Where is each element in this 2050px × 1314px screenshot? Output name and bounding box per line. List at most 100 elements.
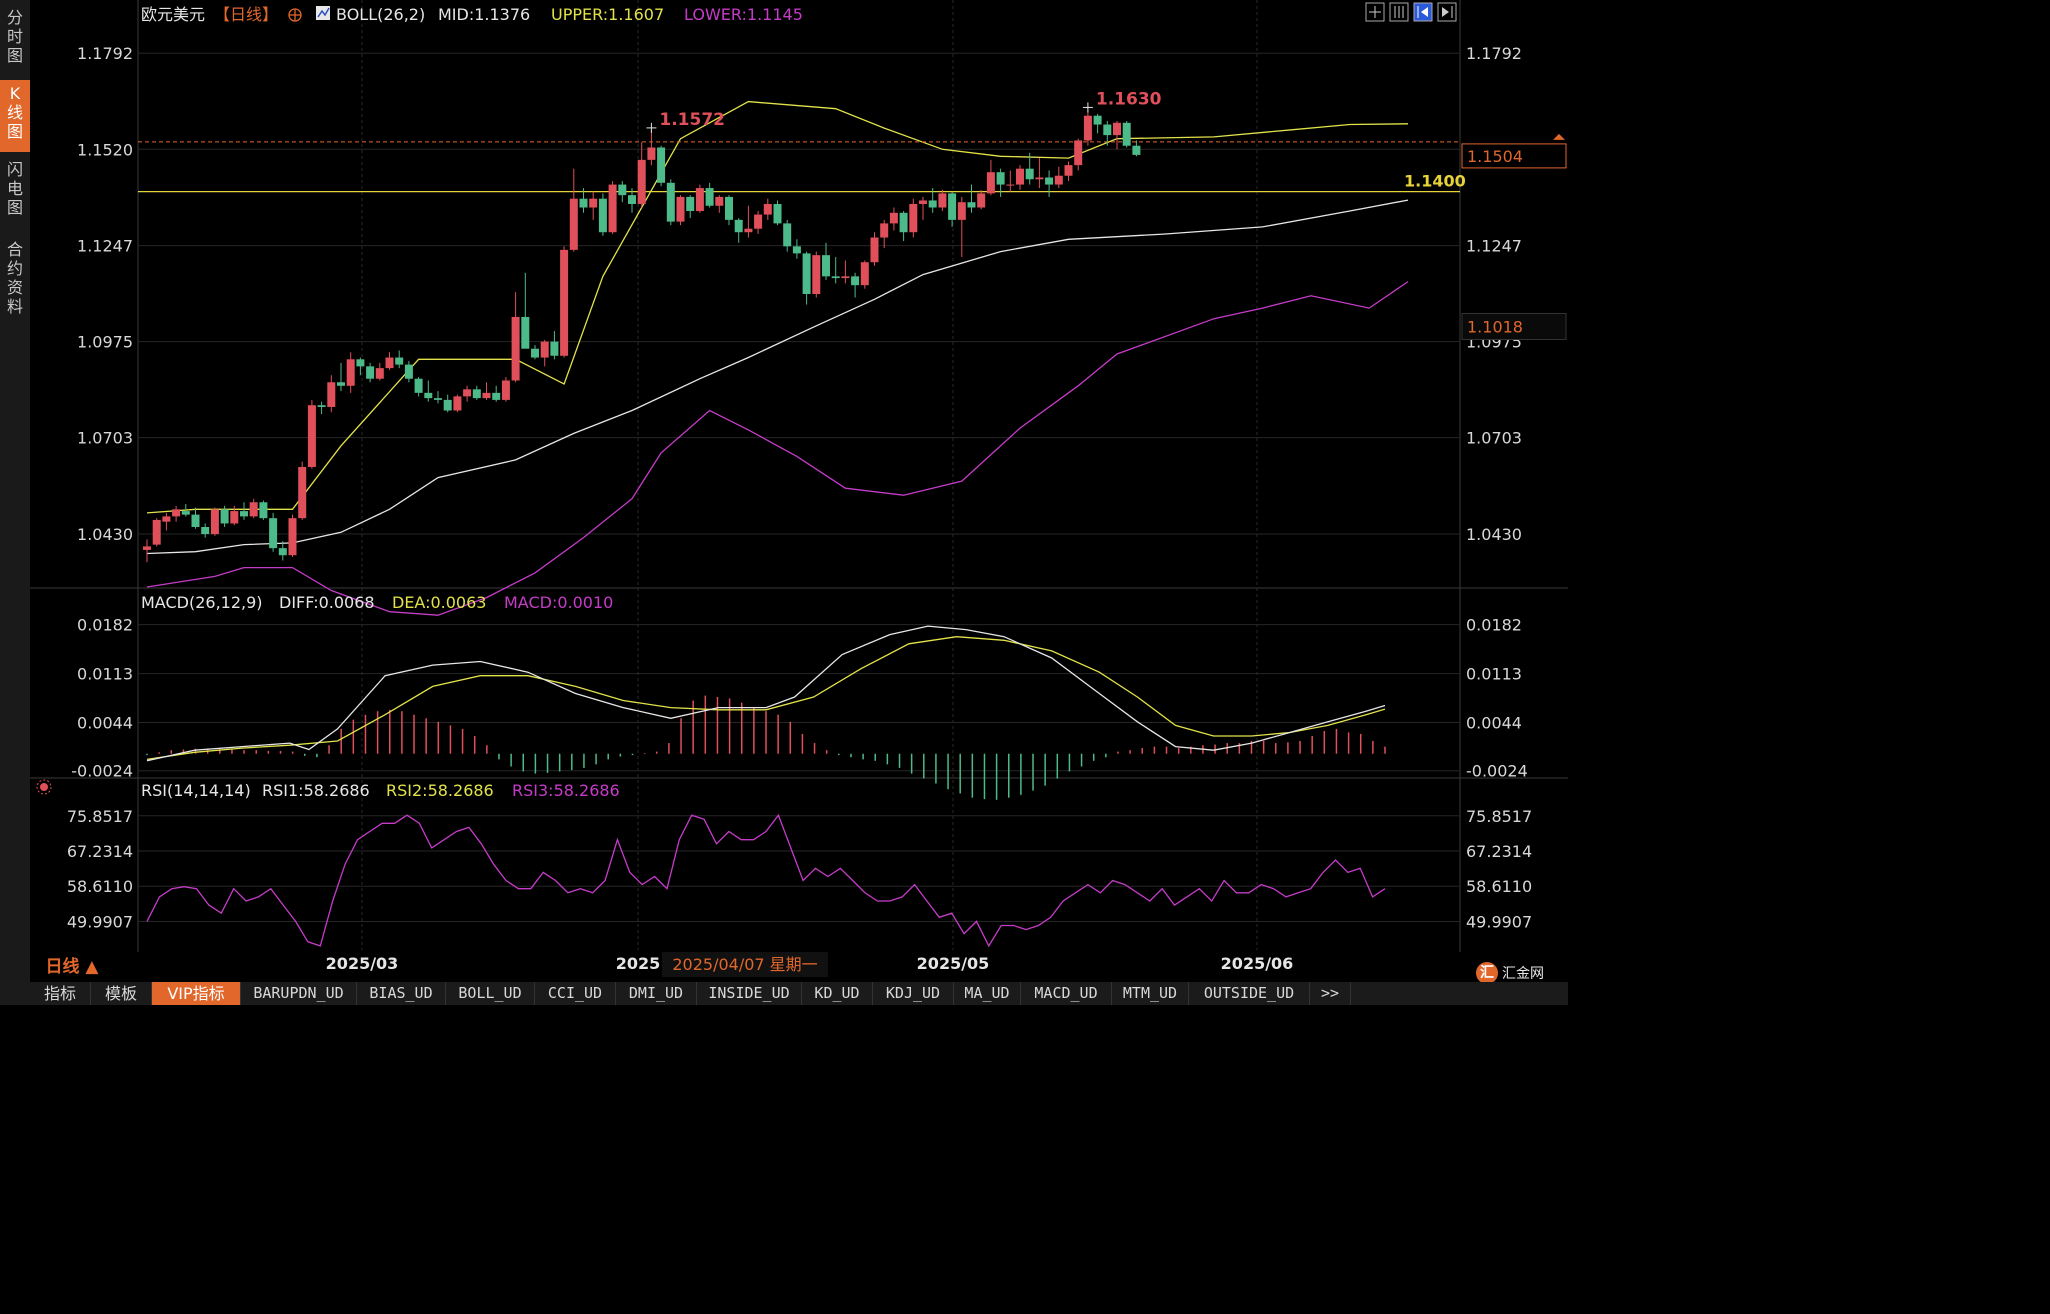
candle-body [463,389,472,397]
crosshair-price-box [1461,312,1567,340]
candle [822,242,830,280]
candle [1113,121,1121,150]
candle [143,539,151,563]
sidebar-item-flash[interactable]: 闪 电 图 [0,160,30,217]
macd-axis-tick-left: 0.0113 [77,665,133,684]
tab-outside-ud[interactable]: OUTSIDE_UD [1189,982,1310,1005]
tab-macd-ud[interactable]: MACD_UD [1021,982,1112,1005]
settings-icon[interactable] [288,8,302,22]
candle-body [162,516,171,522]
candle-body [744,228,753,233]
candle [511,292,520,383]
boll-lower-line [146,281,1409,616]
candle [482,382,491,400]
rsi2-value: RSI2:58.2686 [386,781,494,800]
candle-body [1035,177,1044,180]
candle-body [230,511,239,524]
candle-body [356,359,365,367]
tab-more-button[interactable]: >> [1310,982,1351,1005]
candle [802,251,811,305]
candle [356,357,365,376]
boll-mid-line [146,199,1409,555]
candle-body [598,198,607,233]
rsi-sun-icon[interactable] [36,779,52,795]
tab-inside-ud[interactable]: INSIDE_UD [697,982,802,1005]
tab-barupdn-ud[interactable]: BARUPDN_UD [241,982,357,1005]
candle [298,461,307,520]
period-tag[interactable]: 【日线】 [214,5,278,24]
tab-templates[interactable]: 模板 [91,982,152,1005]
tab-vip-indicators[interactable]: VIP指标 [152,982,241,1005]
candle-body [996,172,1005,185]
candle-body [307,405,316,467]
tab-kd-ud[interactable]: KD_UD [802,982,873,1005]
candle [1016,165,1024,190]
macd-label: MACD(26,12,9) [141,593,263,612]
grid-layer [138,0,1460,950]
scroll-to-end-icon[interactable] [1437,2,1457,22]
candle [1045,170,1054,197]
tab-mtm-ud[interactable]: MTM_UD [1112,982,1189,1005]
candle-body [181,511,190,515]
candle [278,541,287,561]
candle [249,498,258,519]
candle [763,198,772,220]
candle [327,375,336,413]
candle [579,188,588,213]
support-level-label: 1.1400 [1404,172,1466,191]
candle-body [1025,168,1034,180]
candle-body [443,399,452,411]
price-axis-tick-left: 1.1520 [77,140,133,159]
candle [899,211,908,242]
rsi-axis-tick-left: 58.6110 [67,877,133,896]
candle-body [191,514,200,527]
price-axis-tick-left: 1.0703 [77,429,133,448]
candle-body [317,405,326,407]
sidebar-item-kline[interactable]: K 线 图 [0,80,30,152]
candle-body [695,188,704,212]
candle-body [666,182,675,222]
chart-canvas[interactable]: 1.1400 1.1572 1.1630 1.1792 1.1792 1.1520 1.1… [0,0,1568,1005]
tab-bias-ud[interactable]: BIAS_UD [357,982,446,1005]
boll-indicator-icon[interactable] [316,6,330,20]
tab-boll-ud[interactable]: BOLL_UD [446,982,535,1005]
tab-ma-ud[interactable]: MA_UD [954,982,1021,1005]
candle-body [1016,168,1024,185]
candle-body [783,223,792,247]
candle-body [453,396,462,411]
date-label-may: 2025/05 [917,954,990,973]
chart-type-toolbar-icon[interactable] [1389,2,1409,22]
candle-body [948,193,957,220]
scroll-to-start-icon[interactable] [1413,2,1433,22]
candle-body [812,255,821,294]
price-axis-tick-right: 1.1247 [1466,237,1522,256]
tab-indicators[interactable]: 指标 [30,982,91,1005]
candle-body [1093,115,1102,125]
candle-body [1113,122,1121,136]
sidebar-item-label: K 线 图 [6,84,23,141]
candle [414,376,423,397]
sidebar-item-timeshare[interactable]: 分 时 图 [0,8,30,65]
sidebar-item-label: 分 时 图 [6,8,23,65]
tab-dmi-ud[interactable]: DMI_UD [616,982,697,1005]
sidebar-item-contract-info[interactable]: 合 约 资 料 [0,240,30,316]
candle-body [938,193,947,208]
price-axis-tick-right: 1.0430 [1466,525,1522,544]
left-sidebar: 分 时 图 K 线 图 闪 电 图 合 约 资 料 [0,0,30,1005]
period-selector-button[interactable]: 日线 ▲ [46,956,100,977]
candle [938,189,947,212]
tab-kdj-ud[interactable]: KDJ_UD [873,982,954,1005]
current-price-label: 1.1504 [1467,147,1523,166]
candle [201,523,210,538]
candle [618,181,627,203]
candle [754,211,763,234]
candle [453,394,462,413]
candle-body [822,255,830,277]
candle-body [792,246,801,254]
tab-cci-ud[interactable]: CCI_UD [535,982,616,1005]
candle [337,362,345,392]
sidebar-item-label: 闪 电 图 [6,160,23,217]
candle [851,272,860,298]
crosshair-toolbar-icon[interactable] [1365,2,1385,22]
candle [521,272,530,349]
